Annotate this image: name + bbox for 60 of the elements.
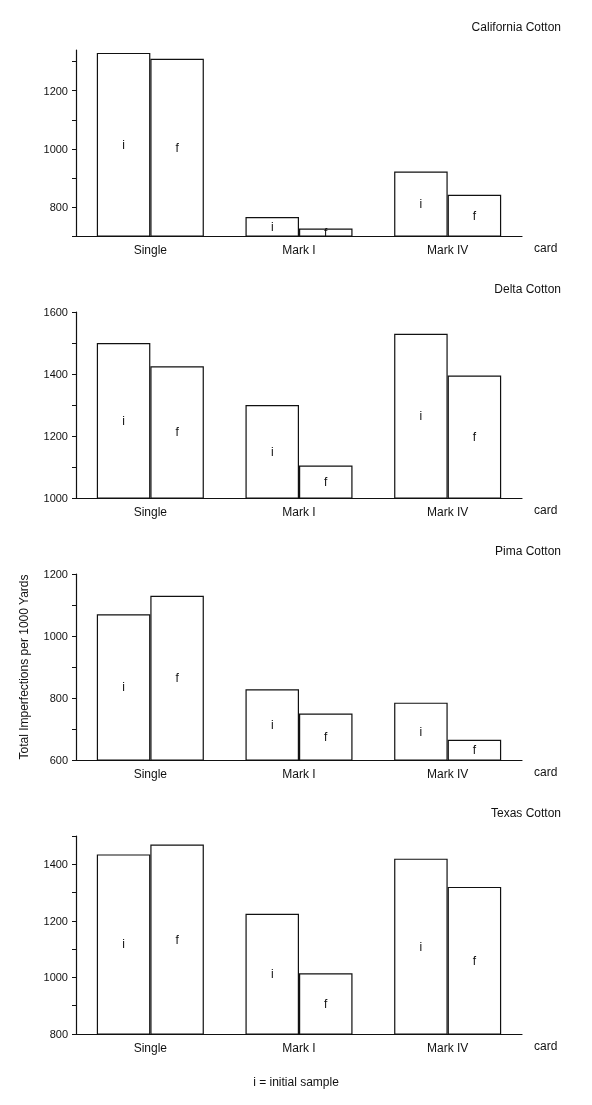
- series-label: f: [324, 475, 329, 490]
- chart-title: Texas Cotton: [490, 806, 562, 820]
- text: f: [324, 730, 328, 745]
- text: i: [270, 717, 274, 732]
- text: f: [175, 671, 179, 686]
- y-tick-label: 800: [49, 692, 68, 704]
- series-label: i: [270, 444, 274, 459]
- text: f: [175, 932, 179, 947]
- y-tick-label: 1200: [43, 914, 68, 927]
- text: f: [472, 953, 477, 968]
- x-axis-title: card: [534, 1039, 558, 1053]
- x-tick-label: Single: [133, 1041, 168, 1055]
- series-label: i: [270, 967, 274, 982]
- y-tick-label: 800: [49, 1028, 68, 1040]
- y-tick-label: 1000: [43, 142, 68, 155]
- y-tick-label: 1000: [43, 630, 68, 642]
- x-axis-title: card: [534, 241, 558, 255]
- x-tick-label: Mark I: [282, 505, 316, 519]
- text: i: [122, 680, 125, 695]
- chart-title: Pima Cotton: [494, 544, 561, 558]
- text: i: [122, 137, 125, 152]
- text: i: [122, 413, 125, 428]
- y-tick-label: 1400: [43, 368, 68, 380]
- text: f: [175, 140, 179, 155]
- x-axis-title: card: [534, 765, 558, 779]
- x-tick-label: Mark IV: [426, 1041, 469, 1055]
- y-tick-label: 800: [49, 200, 68, 213]
- series-label: f: [472, 743, 477, 758]
- x-tick-label: Single: [133, 243, 168, 257]
- x-tick-label: Mark I: [282, 243, 316, 257]
- text: f: [175, 425, 179, 440]
- y-tick-label: 1200: [43, 430, 68, 442]
- text: f: [472, 430, 477, 445]
- text: i: [419, 409, 423, 424]
- x-axis-title: card: [534, 503, 558, 517]
- x-tick-label: Mark IV: [426, 505, 469, 519]
- x-tick-label: Mark IV: [426, 243, 469, 257]
- series-label: i: [419, 724, 423, 739]
- text: i: [419, 939, 423, 954]
- series-label: f: [324, 996, 329, 1011]
- x-tick-label: Mark IV: [426, 767, 469, 781]
- text: f: [472, 208, 477, 223]
- y-tick-label: 600: [49, 754, 68, 766]
- y-tick-label: 1000: [43, 971, 68, 984]
- y-tick-label: 1600: [43, 306, 68, 318]
- x-tick-label: Mark I: [282, 1041, 316, 1055]
- text: i: [122, 937, 125, 952]
- series-label: i: [270, 219, 274, 234]
- chart-title: California Cotton: [471, 20, 562, 34]
- text: i: [419, 197, 423, 212]
- x-tick-label: Single: [133, 505, 168, 519]
- y-tick-label: 1000: [43, 492, 68, 504]
- y-tick-label: 1400: [43, 858, 68, 871]
- y-tick-label: 1200: [43, 568, 68, 580]
- y-tick-label: 1200: [43, 84, 68, 97]
- y-axis-title: Total Imperfections per 1000 Yards: [17, 574, 31, 760]
- x-tick-label: Mark I: [282, 767, 316, 781]
- x-tick-label: Single: [133, 767, 168, 781]
- chart-title: Delta Cotton: [494, 282, 561, 296]
- text: i = initial sample: [253, 1075, 340, 1089]
